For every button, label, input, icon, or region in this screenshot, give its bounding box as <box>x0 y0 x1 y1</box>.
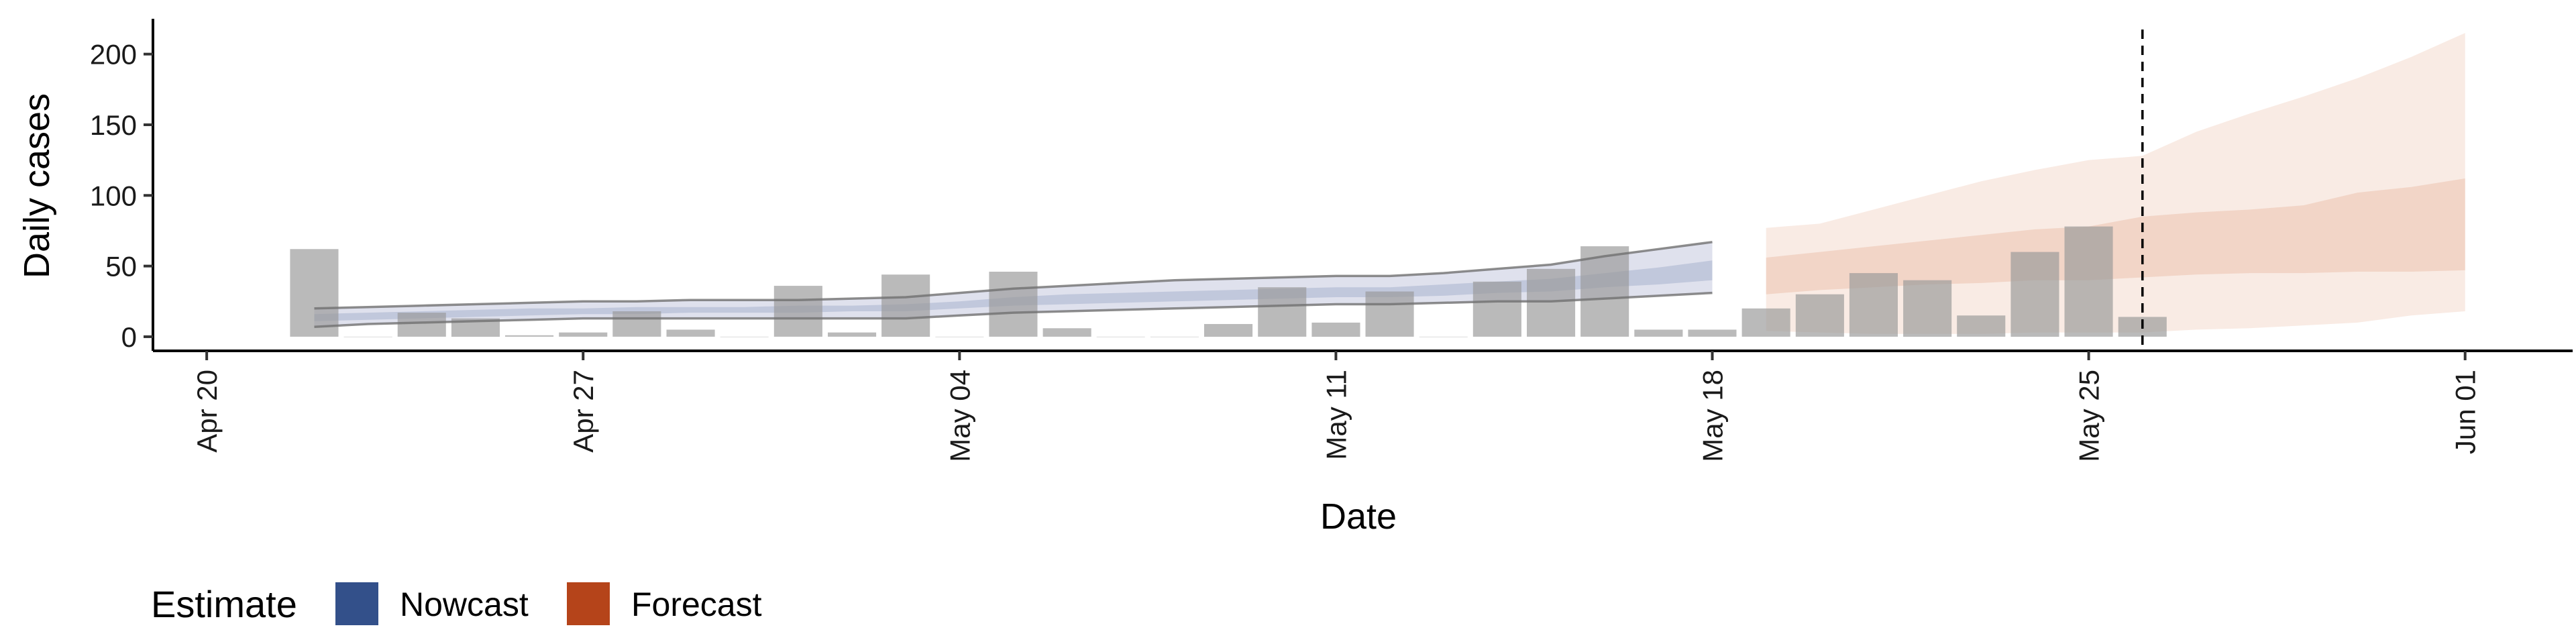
x-tick-label: Apr 20 <box>191 370 223 453</box>
case-bar <box>1795 294 1844 337</box>
uncertainty-bands <box>314 33 2465 334</box>
y-tick-label: 50 <box>105 251 137 282</box>
x-tick-label: May 11 <box>1320 370 1352 460</box>
y-tick-label: 100 <box>90 180 137 211</box>
nowcast-lower-line <box>314 291 1713 328</box>
case-bar <box>1957 315 2006 337</box>
observed-case-bars <box>290 226 2167 337</box>
nowcast-band-90 <box>314 241 1713 327</box>
case-bar <box>1849 273 1898 337</box>
y-tick-label: 0 <box>121 321 137 353</box>
legend-swatch-forecast <box>567 582 610 625</box>
forecast-band-50 <box>1766 178 2465 294</box>
case-bar <box>773 286 822 337</box>
case-bar <box>2064 226 2113 337</box>
case-bar <box>559 332 608 337</box>
case-bar <box>505 335 554 337</box>
y-tick-label: 150 <box>90 109 137 141</box>
legend-label-nowcast: Nowcast <box>400 586 529 623</box>
x-axis-title: Date <box>1320 496 1397 537</box>
x-tick-label: May 25 <box>2074 370 2105 462</box>
case-bar <box>397 313 446 337</box>
x-tick-label: Apr 27 <box>568 370 599 453</box>
nowcast-band-50 <box>314 260 1713 321</box>
case-bar <box>1204 324 1253 337</box>
case-bar <box>1634 329 1683 337</box>
axes: 0 50 100 150 200 Apr 20 Apr 27 May 04 May 11 May … <box>90 19 2573 462</box>
legend-label-forecast: Forecast <box>631 586 762 623</box>
case-bar <box>1903 280 1952 337</box>
case-bar <box>1741 308 1790 337</box>
case-bar <box>1365 291 1414 337</box>
case-bar <box>612 311 661 337</box>
case-bar <box>290 249 339 337</box>
x-tick-label: May 04 <box>944 370 975 462</box>
nowcast-outlines <box>314 241 1713 328</box>
case-bar <box>666 329 715 337</box>
case-bar <box>1527 268 1576 337</box>
case-bar <box>1042 328 1091 337</box>
case-bar <box>1472 281 1521 337</box>
case-bar <box>1258 287 1307 337</box>
legend: Estimate Nowcast Forecast <box>151 582 762 625</box>
x-tick-label: May 18 <box>1697 370 1729 462</box>
y-axis-title: Daily cases <box>17 93 57 278</box>
case-bar <box>1580 246 1629 337</box>
case-bar <box>881 274 930 337</box>
case-bar <box>828 332 877 337</box>
case-bar <box>1688 329 1737 337</box>
case-bar <box>1311 322 1360 337</box>
x-tick-label: Jun 01 <box>2450 370 2481 454</box>
y-tick-label: 200 <box>90 39 137 70</box>
case-bar <box>2010 252 2059 337</box>
case-bar <box>989 272 1038 337</box>
legend-swatch-nowcast <box>335 582 378 625</box>
nowcast-upper-line <box>314 241 1713 310</box>
legend-title: Estimate <box>151 583 297 625</box>
